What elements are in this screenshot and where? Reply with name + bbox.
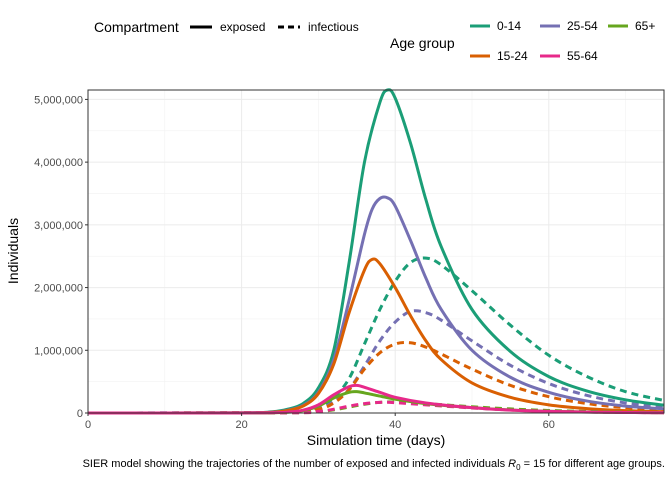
- x-axis: 0 20 40 60: [85, 413, 555, 431]
- y-tick-label: 4,000,000: [34, 157, 83, 169]
- series-line-15-24-infectious: [87, 340, 665, 415]
- legend-age-0-14-label: 0-14: [497, 19, 521, 33]
- y-tick-label: 1,000,000: [34, 345, 83, 357]
- series-line-55-64-exposed: [87, 383, 665, 415]
- caption-prefix: SIER model showing the trajectories of t…: [83, 458, 509, 470]
- x-axis-title: Simulation time (days): [307, 432, 446, 448]
- legend-age-65plus-label: 65+: [635, 19, 655, 33]
- legend-infectious-label: infectious: [308, 20, 359, 34]
- legend-age-title: Age group: [390, 35, 455, 51]
- series-line-25-54-infectious: [87, 309, 665, 415]
- y-tick-label: 0: [77, 408, 83, 420]
- legend-compartment-title: Compartment: [94, 19, 179, 35]
- grid-lines: [87, 90, 664, 414]
- y-tick-label: 2,000,000: [34, 283, 83, 295]
- legend-compartment: Compartment exposed infectious: [94, 19, 359, 35]
- y-axis: 0 1,000,000 2,000,000 3,000,000 4,000,000 5,0…: [34, 94, 88, 420]
- series-lines: [87, 88, 665, 415]
- legend-age-15-24-label: 15-24: [497, 49, 528, 63]
- x-tick-label: 60: [543, 419, 555, 431]
- legend-age-55-64-label: 55-64: [567, 49, 598, 63]
- series-line-0-14-exposed: [87, 88, 665, 415]
- y-tick-label: 5,000,000: [34, 94, 83, 106]
- caption-math-subscript: 0: [516, 463, 521, 472]
- series-line-15-24-exposed: [87, 257, 665, 415]
- x-tick-label: 0: [85, 419, 91, 431]
- x-tick-label: 20: [235, 419, 247, 431]
- series-line-25-54-exposed: [87, 195, 665, 415]
- figure-caption: SIER model showing the trajectories of t…: [83, 458, 665, 472]
- legend-exposed-label: exposed: [220, 20, 265, 34]
- caption-math-symbol: R: [508, 458, 516, 470]
- legend-age-25-54-label: 25-54: [567, 19, 598, 33]
- y-axis-title: Individuals: [5, 218, 21, 284]
- caption-suffix: = 15 for different age groups.: [521, 458, 665, 470]
- panel-border: [87, 89, 665, 414]
- plot-panel: [87, 88, 665, 415]
- y-tick-label: 3,000,000: [34, 220, 83, 232]
- legend-age-group: Age group 0-14 25-54 65+ 15-24 55-64: [390, 19, 655, 63]
- x-tick-label: 40: [389, 419, 401, 431]
